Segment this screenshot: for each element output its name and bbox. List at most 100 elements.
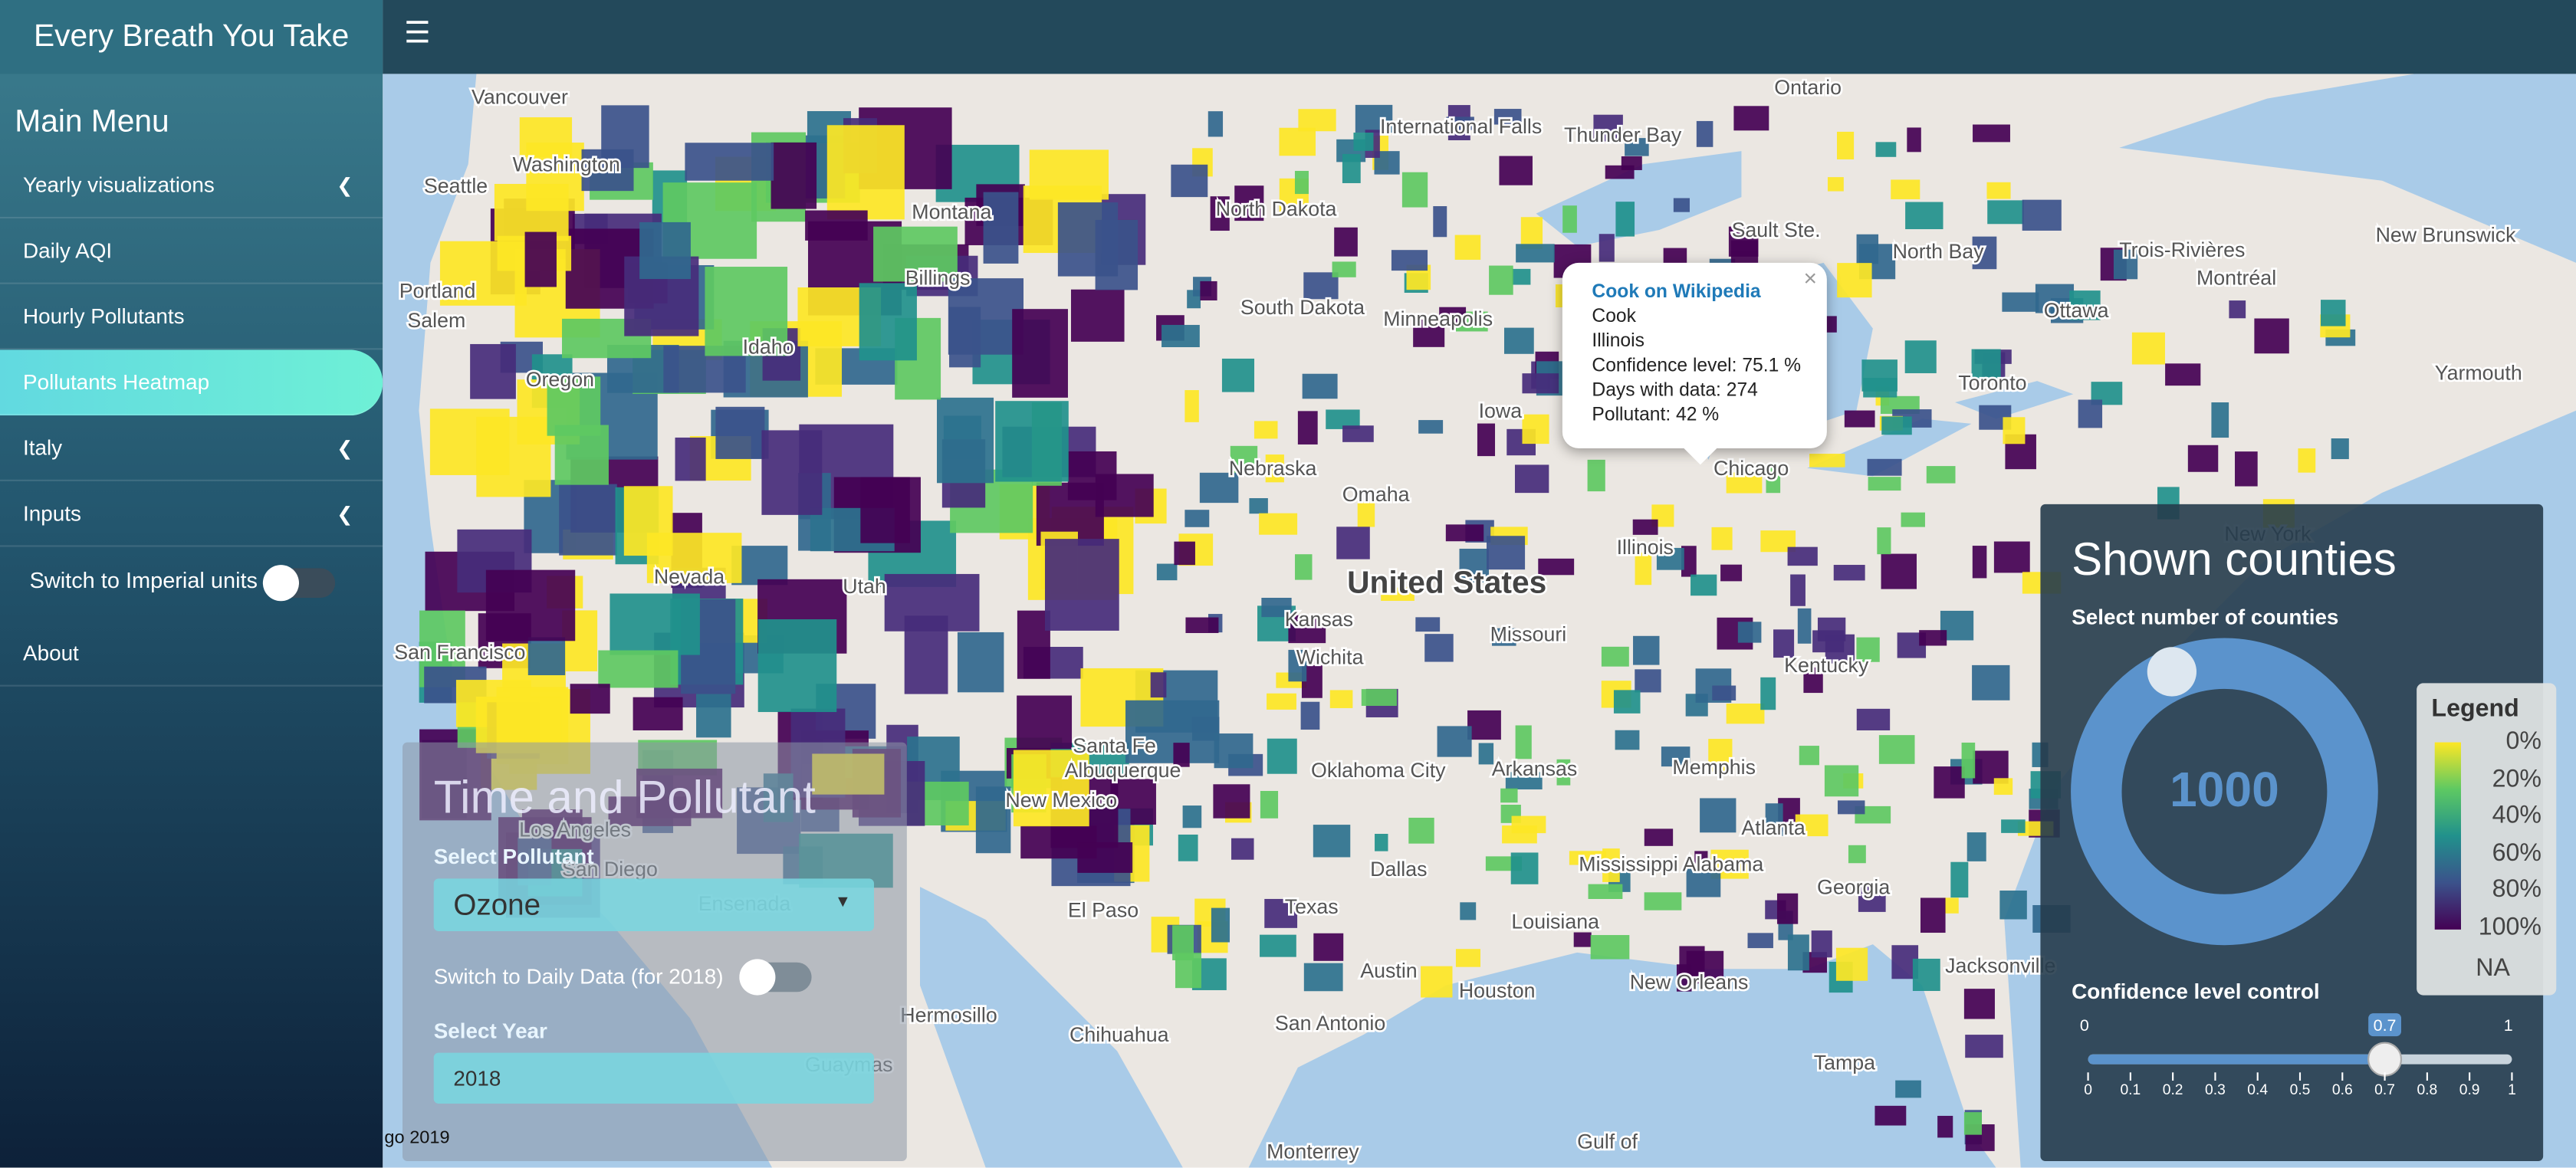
menu-item[interactable]: Hourly Pollutants xyxy=(0,284,383,350)
map-label: New Mexico xyxy=(1005,789,1117,812)
county-patch xyxy=(1418,420,1444,434)
map-label: Idaho xyxy=(743,335,794,358)
menu-item[interactable]: Inputs ❮ xyxy=(0,481,383,547)
toggle-switch[interactable] xyxy=(739,959,812,996)
slider-tick-label: 0.4 xyxy=(2247,1082,2268,1098)
map-label: Billings xyxy=(905,266,971,289)
map-label: Ottawa xyxy=(2044,299,2109,322)
county-patch xyxy=(2165,363,2201,386)
toggle-switch[interactable] xyxy=(262,565,336,602)
county-patch xyxy=(2131,332,2165,365)
county-patch xyxy=(527,637,566,676)
legend-label: 80% xyxy=(2492,875,2542,904)
county-patch xyxy=(1635,553,1652,586)
county-patch xyxy=(1993,778,2013,796)
map-label: Thunder Bay xyxy=(1564,123,1682,146)
county-patch xyxy=(1602,848,1620,882)
map-label: Albuquerque xyxy=(1065,759,1181,782)
map-label: Toronto xyxy=(1958,372,2026,395)
county-patch xyxy=(1971,349,2001,382)
county-patch xyxy=(2113,249,2138,280)
close-icon[interactable]: × xyxy=(1803,264,1817,291)
county-patch xyxy=(1522,414,1549,445)
county-patch xyxy=(2235,451,2258,487)
county-patch xyxy=(1787,546,1818,566)
county-patch xyxy=(1171,164,1208,198)
field-label: Select number of counties xyxy=(2072,604,2339,629)
county-patch xyxy=(1156,563,1178,581)
county-patch xyxy=(860,477,910,543)
county-patch xyxy=(1573,932,1592,947)
county-patch xyxy=(948,278,1024,355)
map-label: Oklahoma City xyxy=(1311,759,1446,782)
menu-item[interactable]: Daily AQI xyxy=(0,218,383,284)
county-patch xyxy=(1773,629,1795,658)
county-patch xyxy=(1267,693,1296,710)
map-label: Georgia xyxy=(1817,875,1890,898)
select-box[interactable]: Ozone ▼ xyxy=(433,878,874,931)
county-patch xyxy=(757,619,837,713)
county-patch xyxy=(1214,733,1254,769)
map-label: North Dakota xyxy=(1216,197,1337,220)
input-box[interactable]: 2018 xyxy=(433,1052,874,1104)
map-label: Arkansas xyxy=(1492,757,1578,780)
knob-ring[interactable] xyxy=(2071,638,2378,946)
county-patch xyxy=(1487,536,1526,570)
menu-item[interactable]: Pollutants Heatmap xyxy=(0,349,383,416)
map-label: Trois-Rivières xyxy=(2119,238,2245,261)
map-label: El Paso xyxy=(1068,898,1138,921)
county-patch xyxy=(1661,746,1691,767)
county-patch xyxy=(1686,950,1724,984)
county-patch xyxy=(1691,574,1717,596)
brand-title[interactable]: Every Breath You Take xyxy=(0,0,383,74)
county-patch xyxy=(1686,868,1721,897)
county-patch xyxy=(1184,510,1210,527)
slider-handle[interactable] xyxy=(2367,1042,2403,1077)
county-patch xyxy=(2001,819,2026,833)
map-label: Dallas xyxy=(1370,858,1427,881)
county-patch xyxy=(476,416,551,497)
county-patch xyxy=(1963,1112,1982,1135)
county-patch xyxy=(983,192,1019,264)
menu-item[interactable]: Yearly visualizations ❮ xyxy=(0,153,383,218)
county-patch xyxy=(1493,109,1522,125)
map-label: Mississippi Alabama xyxy=(1579,852,1763,875)
legend-label: 20% xyxy=(2492,764,2542,793)
menu-toggle-icon[interactable]: ☰ xyxy=(404,16,431,50)
county-patch xyxy=(1334,227,1358,257)
menu-label: Daily AQI xyxy=(23,238,113,263)
county-patch xyxy=(1711,527,1733,550)
county-patch xyxy=(2211,402,2229,438)
county-patch xyxy=(1891,179,1921,199)
county-patch xyxy=(1070,289,1125,342)
slider-min: 0 xyxy=(2080,1016,2089,1035)
legend-label: 0% xyxy=(2505,727,2542,756)
map-label: North Bay xyxy=(1893,240,1985,263)
county-patch xyxy=(1213,784,1250,819)
county-patch xyxy=(1184,390,1199,422)
county-patch xyxy=(1178,834,1198,861)
legend-label: 60% xyxy=(2492,838,2542,867)
county-patch xyxy=(1313,825,1351,858)
county-patch xyxy=(581,149,634,192)
input-value: 2018 xyxy=(453,1065,501,1091)
chevron: ❮ xyxy=(337,437,353,460)
popup: × Cook on Wikipedia Cook Illinois Confiden… xyxy=(1562,262,1827,465)
map-label: Memphis xyxy=(1672,756,1756,779)
knob-gap xyxy=(2147,647,2196,697)
menu-label: Hourly Pollutants xyxy=(23,303,185,329)
county-patch xyxy=(859,283,917,361)
county-patch xyxy=(1522,373,1559,394)
map-label: Oregon xyxy=(526,368,594,391)
popup-link[interactable]: Cook on Wikipedia xyxy=(1592,282,1761,303)
county-patch xyxy=(2002,292,2039,312)
county-patch xyxy=(1401,172,1428,208)
county-patch xyxy=(1260,934,1296,957)
menu-item[interactable]: About xyxy=(0,621,383,687)
legend-na: NA xyxy=(2476,954,2510,983)
county-patch xyxy=(1381,587,1414,602)
county-patch xyxy=(2320,300,2346,326)
menu-heading: Main Menu xyxy=(15,105,169,140)
county-patch xyxy=(1590,935,1630,960)
menu-item[interactable]: Italy ❮ xyxy=(0,415,383,481)
